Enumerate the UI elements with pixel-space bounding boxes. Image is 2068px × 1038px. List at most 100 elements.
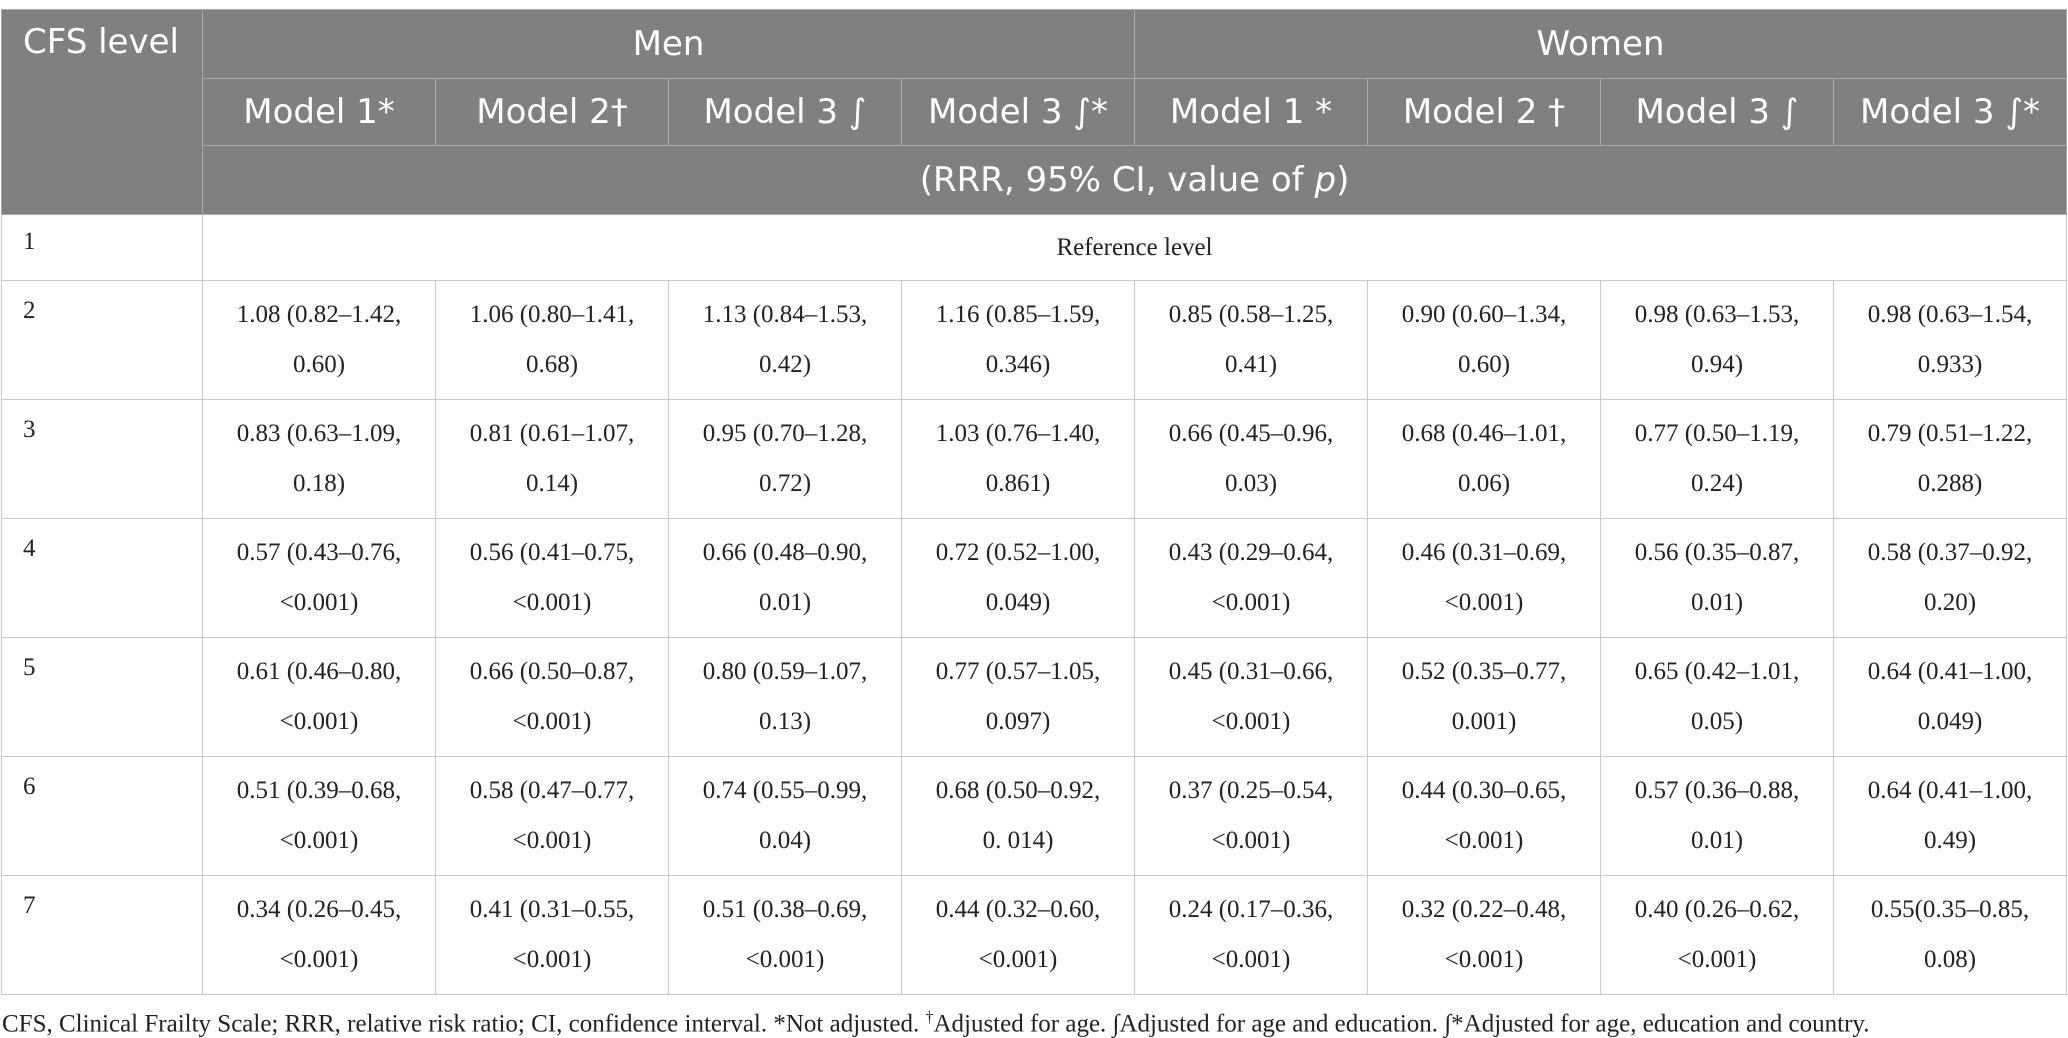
rrr-cell-line: 0.74 (0.55–0.99, (702, 777, 868, 804)
rrr-cell-line: 0.933) (1917, 351, 1983, 378)
rrr-cell-line: 0.98 (0.63–1.54, (1867, 301, 2033, 328)
rrr-cell: 0.40 (0.26–0.62, <0.001) (1600, 875, 1834, 995)
rrr-cell-line: 1.13 (0.84–1.53, (702, 301, 868, 328)
cfs-level-cell: 3 (1, 399, 203, 519)
rrr-cell: 0.44 (0.32–0.60, <0.001) (901, 875, 1135, 995)
rrr-cell-line: 0.346) (985, 351, 1051, 378)
rrr-cell-line: 0.57 (0.36–0.88, (1634, 777, 1800, 804)
rrr-cell-line: 0.04) (758, 827, 812, 854)
rrr-cell-line: 0.56 (0.41–0.75, (469, 539, 635, 566)
cfs-level-cell: 7 (1, 875, 203, 995)
model-header: Model 3 ∫ (1600, 78, 1834, 146)
rrr-cell: 0.68 (0.46–1.01, 0.06) (1367, 399, 1601, 519)
rrr-cell-line: 0.13) (758, 708, 812, 735)
table-row: 7 0.34 (0.26–0.45, <0.001) 0.41 (0.31–0.55,… (1, 875, 2068, 995)
rrr-cell: 0.77 (0.50–1.19, 0.24) (1600, 399, 1834, 519)
rrr-cell: 1.13 (0.84–1.53, 0.42) (668, 280, 902, 400)
rrr-cell-line: 0.98 (0.63–1.53, (1634, 301, 1800, 328)
men-group-header: Men (202, 9, 1135, 79)
rrr-cell-line: 0.68 (0.50–0.92, (935, 777, 1101, 804)
model-header: Model 3 ∫ (668, 78, 902, 146)
rrr-cell-line: 0.64 (0.41–1.00, (1867, 777, 2033, 804)
rrr-cell-line: <0.001) (279, 946, 359, 973)
rrr-cell-line: 0.14) (525, 470, 579, 497)
rrr-cell-line: <0.001) (279, 827, 359, 854)
rrr-cell-line: 1.16 (0.85–1.59, (935, 301, 1101, 328)
rrr-cell-line: 0.77 (0.57–1.05, (935, 658, 1101, 685)
rrr-cell-line: 0.79 (0.51–1.22, (1867, 420, 2033, 447)
rrr-cell: 0.45 (0.31–0.66, <0.001) (1134, 637, 1368, 757)
rrr-cell-line: 0.94) (1690, 351, 1744, 378)
rrr-cell: 0.66 (0.50–0.87, <0.001) (435, 637, 669, 757)
rrr-cell-line: <0.001) (745, 946, 825, 973)
rrr-cell-line: <0.001) (279, 708, 359, 735)
rrr-cell: 0.32 (0.22–0.48, <0.001) (1367, 875, 1601, 995)
rrr-cell-line: 0.05) (1690, 708, 1744, 735)
cfs-level-cell: 6 (1, 756, 203, 876)
rrr-cell-line: 0.51 (0.39–0.68, (236, 777, 402, 804)
rrr-cell-line: <0.001) (279, 589, 359, 616)
rrr-cell-line: 0.60) (1457, 351, 1511, 378)
rrr-cell-line: <0.001) (1677, 946, 1757, 973)
rrr-cell-line: 0.60) (292, 351, 346, 378)
rrr-cell-line: <0.001) (1211, 708, 1291, 735)
rrr-cell: 0.85 (0.58–1.25, 0.41) (1134, 280, 1368, 400)
rrr-cell-line: 0.55(0.35–0.85, (1870, 896, 2030, 923)
rrr-cell: 0.51 (0.38–0.69, <0.001) (668, 875, 902, 995)
rrr-cell: 0.57 (0.43–0.76, <0.001) (202, 518, 436, 638)
rrr-cell-line: 0.85 (0.58–1.25, (1168, 301, 1334, 328)
rrr-cell: 0.98 (0.63–1.54, 0.933) (1832, 280, 2068, 400)
rrr-cell-line: <0.001) (512, 827, 592, 854)
rrr-cell-line: 0.68 (0.46–1.01, (1401, 420, 1567, 447)
rrr-cell: 0.64 (0.41–1.00, 0.049) (1832, 637, 2068, 757)
rrr-cell: 0.24 (0.17–0.36, <0.001) (1134, 875, 1368, 995)
rrr-cell-line: 0.52 (0.35–0.77, (1401, 658, 1567, 685)
rrr-cell: 0.56 (0.35–0.87, 0.01) (1600, 518, 1834, 638)
rrr-cell-line: 0.288) (1917, 470, 1983, 497)
rrr-cell-line: 0.56 (0.35–0.87, (1634, 539, 1800, 566)
rrr-cell: 0.72 (0.52–1.00, 0.049) (901, 518, 1135, 638)
rrr-cell-line: 0.64 (0.41–1.00, (1867, 658, 2033, 685)
rrr-cell-line: 0.01) (1690, 589, 1744, 616)
rrr-cell: 0.66 (0.45–0.96, 0.03) (1134, 399, 1368, 519)
rrr-cell-line: 0.45 (0.31–0.66, (1168, 658, 1334, 685)
rrr-cell: 0.74 (0.55–0.99, 0.04) (668, 756, 902, 876)
rrr-cell-line: 1.08 (0.82–1.42, (236, 301, 402, 328)
rrr-cell-line: <0.001) (1444, 946, 1524, 973)
rrr-cell: 0.79 (0.51–1.22, 0.288) (1832, 399, 2068, 519)
rrr-cell-line: 0.37 (0.25–0.54, (1168, 777, 1334, 804)
rrr-cell-line: 0.66 (0.45–0.96, (1168, 420, 1334, 447)
model-header: Model 3 ∫* (901, 78, 1135, 146)
reference-level-cell: Reference level (201, 214, 2068, 281)
rrr-cell-line: 1.06 (0.80–1.41, (469, 301, 635, 328)
rrr-cell: 1.08 (0.82–1.42, 0.60) (202, 280, 436, 400)
rrr-cell-line: 0.65 (0.42–1.01, (1634, 658, 1800, 685)
rrr-cell-line: 0.08) (1923, 946, 1977, 973)
model-header: Model 1 * (1134, 78, 1368, 146)
rrr-cell-line: 0.42) (758, 351, 812, 378)
rrr-cell: 0.51 (0.39–0.68, <0.001) (202, 756, 436, 876)
rrr-cell: 0.80 (0.59–1.07, 0.13) (668, 637, 902, 757)
rrr-cell: 0.57 (0.36–0.88, 0.01) (1600, 756, 1834, 876)
rrr-cell-line: 0.72 (0.52–1.00, (935, 539, 1101, 566)
rrr-cell: 0.66 (0.48–0.90, 0.01) (668, 518, 902, 638)
rrr-cell-line: 0.001) (1451, 708, 1517, 735)
cfs-level-cell: 1 (1, 214, 203, 281)
rrr-cell-line: 0.03) (1224, 470, 1278, 497)
rrr-cell-line: <0.001) (1211, 827, 1291, 854)
model-header: Model 2† (435, 78, 669, 146)
rrr-cell-line: 0.24 (0.17–0.36, (1168, 896, 1334, 923)
rrr-cell-line: 0.01) (758, 589, 812, 616)
cfs-level-cell: 2 (1, 280, 203, 400)
rrr-cell-line: 0.40 (0.26–0.62, (1634, 896, 1800, 923)
rrr-cell: 0.41 (0.31–0.55, <0.001) (435, 875, 669, 995)
rrr-cell: 0.37 (0.25–0.54, <0.001) (1134, 756, 1368, 876)
rrr-cell-line: 0.61 (0.46–0.80, (236, 658, 402, 685)
rrr-cell-line: <0.001) (512, 708, 592, 735)
rrr-cell: 0.90 (0.60–1.34, 0.60) (1367, 280, 1601, 400)
rrr-cell-line: 0.18) (292, 470, 346, 497)
rrr-cell-line: 0.41) (1224, 351, 1278, 378)
table-row: 2 1.08 (0.82–1.42, 0.60) 1.06 (0.80–1.41, 0.… (1, 280, 2068, 400)
rrr-cell: 0.43 (0.29–0.64, <0.001) (1134, 518, 1368, 638)
model-header: Model 1* (202, 78, 436, 146)
